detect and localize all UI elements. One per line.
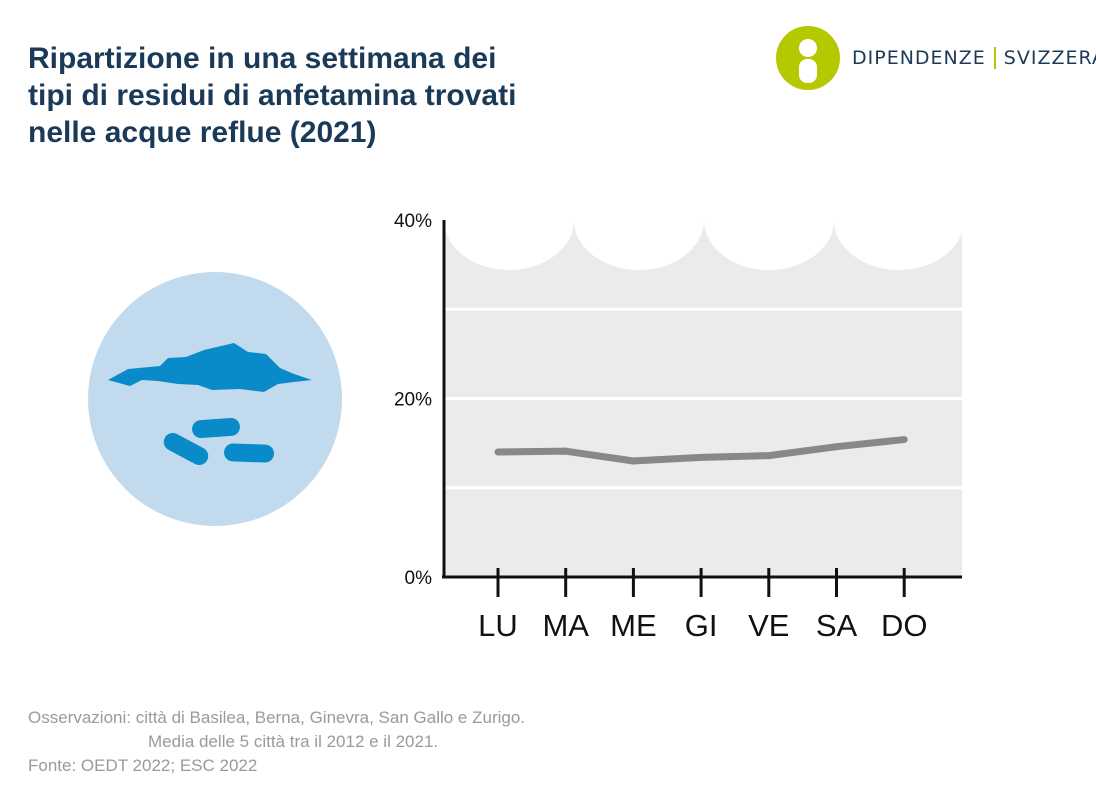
amphetamine-residue-illustration <box>88 272 342 526</box>
x-tick-label-lu: LU <box>478 608 518 643</box>
data-point-me <box>629 457 637 465</box>
gridlines <box>444 307 962 490</box>
data-point-ma <box>562 447 570 455</box>
brand-logo[interactable]: DIPENDENZE SVIZZERA <box>776 26 1096 90</box>
y-tick-label-0: 0% <box>405 568 433 589</box>
note-average: Media delle 5 città tra il 2012 e il 202… <box>148 732 439 751</box>
x-ticks: LU MA ME GI VE SA DO <box>478 568 927 643</box>
x-tick-label-me: ME <box>610 608 657 643</box>
y-ticks: 0% 20% 40% <box>394 211 432 589</box>
x-tick-label-do: DO <box>881 608 928 643</box>
data-point-gi <box>697 453 705 461</box>
logo-person-icon <box>776 26 840 90</box>
x-tick-label-ve: VE <box>748 608 789 643</box>
brand-name-left: DIPENDENZE <box>852 47 986 69</box>
title-line-1: Ripartizione in una settimana dei <box>28 42 497 75</box>
footnotes: Osservazioni: città di Basilea, Berna, G… <box>28 706 525 778</box>
wave-top-decoration <box>444 220 964 270</box>
note-source: Fonte: OEDT 2022; ESC 2022 <box>28 756 258 775</box>
chart-title: Ripartizione in una settimana dei tipi d… <box>28 40 668 151</box>
series-layer <box>494 436 908 465</box>
note-observations: Osservazioni: città di Basilea, Berna, G… <box>28 708 526 727</box>
y-tick-label-40: 40% <box>394 211 432 232</box>
title-line-2: tipi di residui di anfetamina trovati <box>28 79 517 112</box>
brand-separator <box>993 47 996 69</box>
x-tick-label-ma: MA <box>542 608 589 643</box>
brand-name: DIPENDENZE SVIZZERA <box>852 47 1096 69</box>
data-point-do <box>900 436 908 444</box>
y-tick-label-20: 20% <box>394 390 432 411</box>
data-point-ve <box>765 452 773 460</box>
data-point-lu <box>494 448 502 456</box>
brand-name-right: SVIZZERA <box>1003 47 1096 69</box>
title-line-3: nelle acque reflue (2021) <box>28 116 377 149</box>
x-tick-label-gi: GI <box>685 608 718 643</box>
x-tick-label-sa: SA <box>816 608 858 643</box>
data-point-sa <box>833 443 840 451</box>
